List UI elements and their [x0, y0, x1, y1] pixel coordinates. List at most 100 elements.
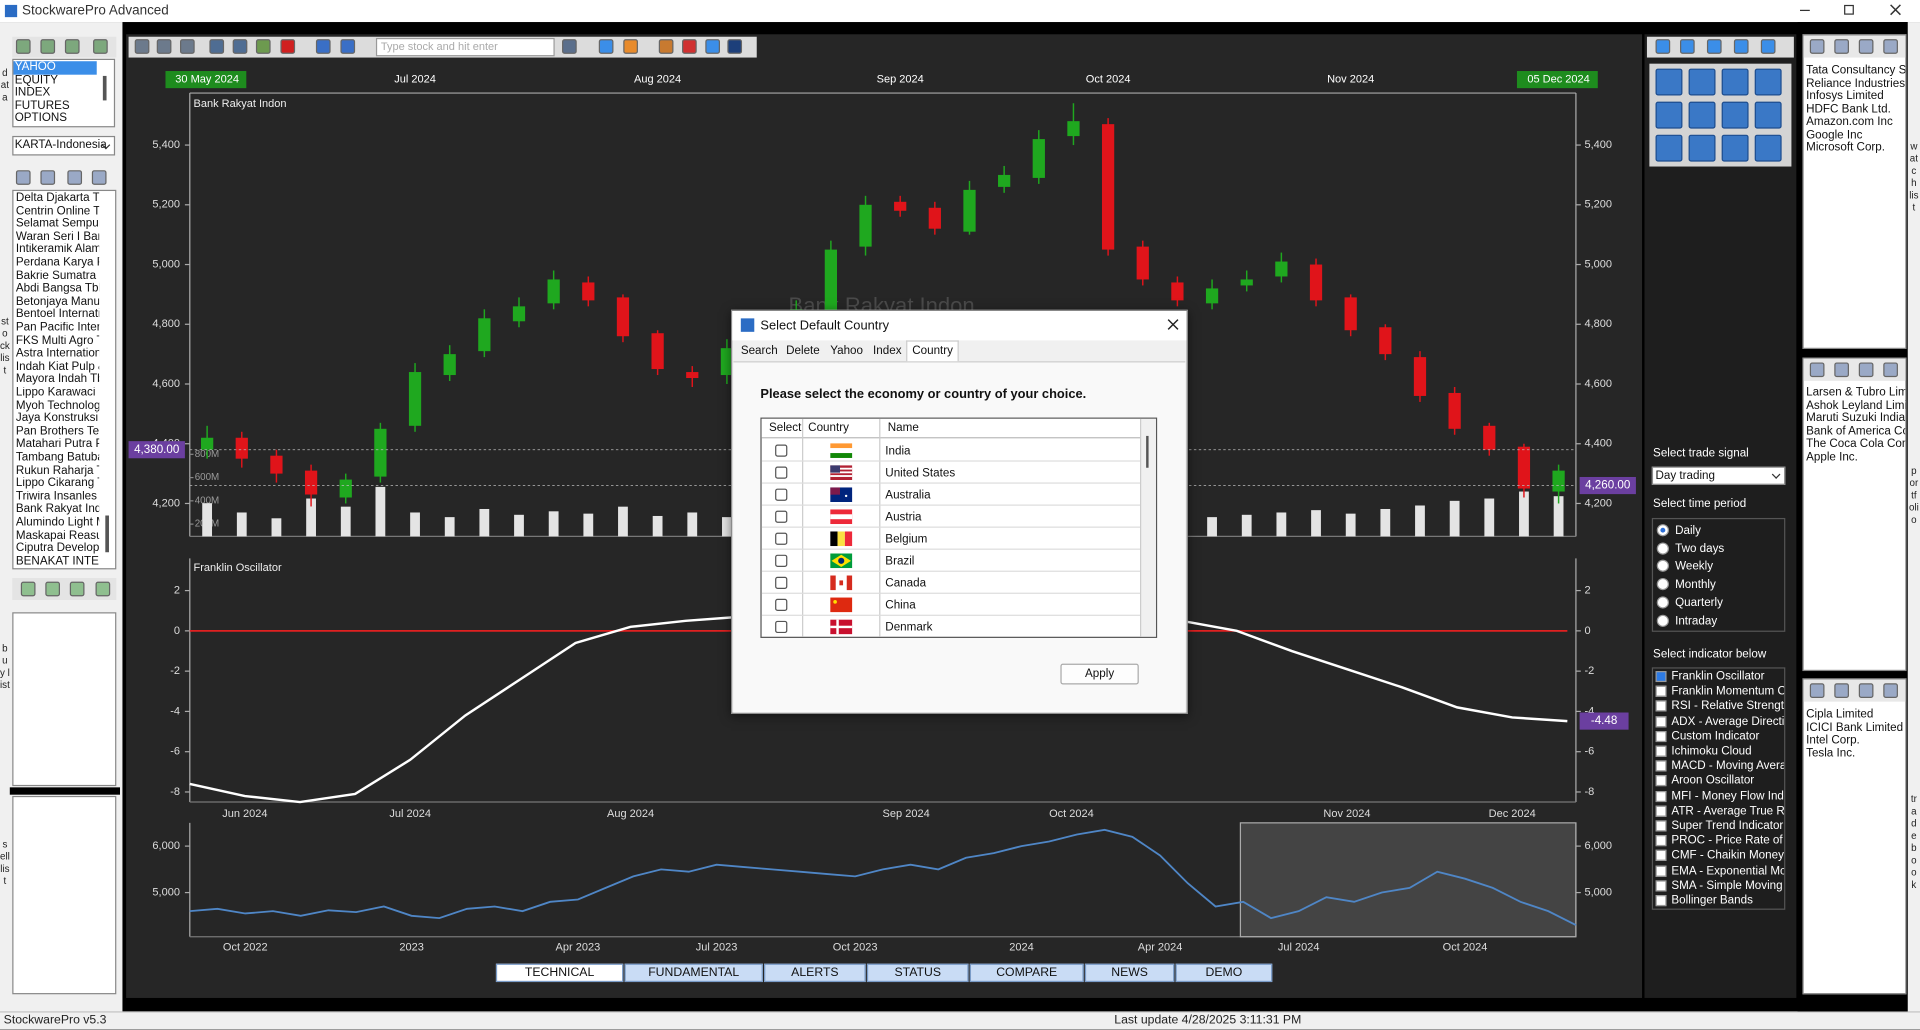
checkbox[interactable] — [1655, 895, 1667, 907]
toolbar-icon[interactable] — [45, 581, 60, 597]
row-checkbox[interactable] — [775, 576, 788, 589]
stock-item[interactable]: Bakrie Sumatra I — [15, 270, 100, 283]
tool-button[interactable] — [1721, 101, 1749, 129]
tool-button[interactable] — [1655, 134, 1683, 162]
stock-item[interactable]: Triwira Insanles — [15, 490, 97, 504]
stock-item[interactable]: Ciputra Develop — [15, 542, 100, 555]
toolbar-icon[interactable] — [1834, 39, 1849, 54]
tool-button[interactable] — [1655, 68, 1683, 96]
apply-button[interactable]: Apply — [1060, 663, 1139, 685]
toolbar-icon[interactable] — [1883, 683, 1898, 698]
close-button[interactable] — [1889, 4, 1901, 16]
toolbar-icon[interactable] — [255, 39, 271, 54]
row-checkbox[interactable] — [775, 532, 788, 545]
checkbox[interactable] — [1655, 850, 1667, 862]
toolbar-icon[interactable] — [562, 39, 577, 54]
checkbox[interactable] — [1655, 671, 1667, 683]
stock-item[interactable]: FKS Multi Agro T — [15, 335, 100, 348]
toolbar-icon[interactable] — [1834, 683, 1849, 698]
toolbar-icon[interactable] — [682, 39, 697, 54]
source-item[interactable]: FUTURES — [14, 98, 70, 113]
country-name[interactable]: India — [885, 444, 911, 458]
tool-button[interactable] — [1688, 101, 1716, 129]
list-item[interactable]: Tata Consultancy Se — [1806, 63, 1906, 78]
dialog-tab[interactable]: Yahoo — [830, 344, 863, 358]
toolbar-icon[interactable] — [1858, 39, 1874, 54]
radio-button[interactable] — [1656, 560, 1669, 573]
toolbar-icon[interactable] — [134, 39, 150, 54]
row-checkbox[interactable] — [775, 598, 788, 612]
country-name[interactable]: Belgium — [885, 532, 928, 547]
list-item[interactable]: The Coca Cola Comp — [1806, 437, 1905, 451]
toolbar-icon[interactable] — [598, 39, 614, 54]
trade-signal-dropdown[interactable]: Day trading — [1651, 466, 1786, 485]
toolbar-icon[interactable] — [1809, 683, 1825, 698]
toolbar-icon[interactable] — [280, 39, 296, 54]
row-checkbox[interactable] — [775, 466, 788, 479]
source-item[interactable]: YAHOO — [13, 61, 97, 75]
stock-item[interactable]: Bank Rakyat Ind — [15, 503, 100, 516]
checkbox[interactable] — [1655, 775, 1667, 787]
tool-button[interactable] — [1721, 68, 1749, 96]
toolbar-icon[interactable] — [95, 581, 111, 597]
toolbar-icon[interactable] — [623, 39, 638, 54]
stock-item[interactable]: Betonjaya Manu — [15, 296, 100, 309]
tool-button[interactable] — [1754, 101, 1782, 129]
stock-item[interactable]: Abdi Bangsa Tbk — [15, 283, 100, 296]
stock-item[interactable]: Astra Internation — [15, 347, 100, 361]
minimize-button[interactable] — [1800, 9, 1810, 12]
radio-button[interactable] — [1656, 542, 1669, 555]
stock-item[interactable]: Delta Djakarta T — [15, 192, 100, 205]
stock-item[interactable]: Maskapai Reasu — [15, 529, 100, 542]
stock-item[interactable]: Bentoel Internati — [15, 309, 100, 322]
stock-item[interactable]: Mayora Indah Tb — [15, 373, 100, 387]
stock-item[interactable]: Lippo Karawaci — [15, 386, 96, 400]
stock-item[interactable]: Intikeramik Alam — [15, 244, 100, 257]
toolbar-icon[interactable] — [1760, 39, 1776, 54]
toolbar-icon[interactable] — [20, 581, 36, 597]
stock-item[interactable]: Tambang Batuba — [15, 451, 100, 465]
list-item[interactable]: Ashok Leyland Limite — [1806, 398, 1905, 413]
list-item[interactable]: Larsen & Tubro Limite — [1806, 385, 1905, 400]
checkbox[interactable] — [1655, 760, 1667, 772]
bottom-tab[interactable]: NEWS — [1084, 963, 1175, 983]
list-item[interactable]: Microsoft Corp. — [1806, 140, 1885, 155]
checkbox[interactable] — [1655, 745, 1667, 757]
list-item[interactable]: HDFC Bank Ltd. — [1806, 102, 1891, 116]
tool-button[interactable] — [1688, 134, 1716, 162]
checkbox[interactable] — [1655, 865, 1667, 877]
dialog-close[interactable] — [1167, 318, 1179, 330]
stock-item[interactable]: Matahari Putra P — [15, 438, 100, 452]
tool-button[interactable] — [1754, 68, 1782, 96]
stock-item[interactable]: Myoh Technolog — [15, 399, 100, 413]
row-checkbox[interactable] — [775, 554, 788, 567]
tool-button[interactable] — [1754, 134, 1782, 162]
market-dropdown[interactable]: KARTA-Indonesia — [12, 135, 116, 156]
country-name[interactable]: Australia — [885, 488, 931, 503]
checkbox[interactable] — [1655, 730, 1667, 742]
row-checkbox[interactable] — [775, 620, 788, 634]
toolbar-icon[interactable] — [658, 39, 674, 54]
toolbar-icon[interactable] — [1655, 39, 1671, 54]
toolbar-icon[interactable] — [15, 170, 31, 185]
toolbar-icon[interactable] — [1809, 39, 1825, 54]
stock-item[interactable]: Centrin Online T — [15, 205, 100, 218]
toolbar-icon[interactable] — [705, 39, 720, 54]
country-name[interactable]: United States — [885, 466, 956, 480]
toolbar-icon[interactable] — [64, 39, 80, 54]
country-name[interactable]: Denmark — [885, 620, 933, 635]
radio-button[interactable] — [1656, 596, 1669, 609]
toolbar-icon[interactable] — [340, 39, 356, 54]
tool-button[interactable] — [1655, 101, 1683, 129]
stock-item[interactable]: Waran Seri I Bar — [15, 231, 100, 244]
checkbox[interactable] — [1655, 835, 1667, 847]
stock-item[interactable]: BENAKAT INTEG — [15, 555, 100, 568]
list-item[interactable]: Tesla Inc. — [1806, 746, 1856, 760]
list-item[interactable]: Amazon.com Inc — [1806, 115, 1893, 129]
radio-button[interactable] — [1656, 614, 1669, 627]
maximize-button[interactable] — [1844, 4, 1854, 15]
row-checkbox[interactable] — [775, 488, 788, 501]
toolbar-icon[interactable] — [1706, 39, 1722, 54]
bottom-tab[interactable]: ALERTS — [764, 963, 866, 983]
stock-item[interactable]: Pan Pacific Inter — [15, 322, 100, 335]
